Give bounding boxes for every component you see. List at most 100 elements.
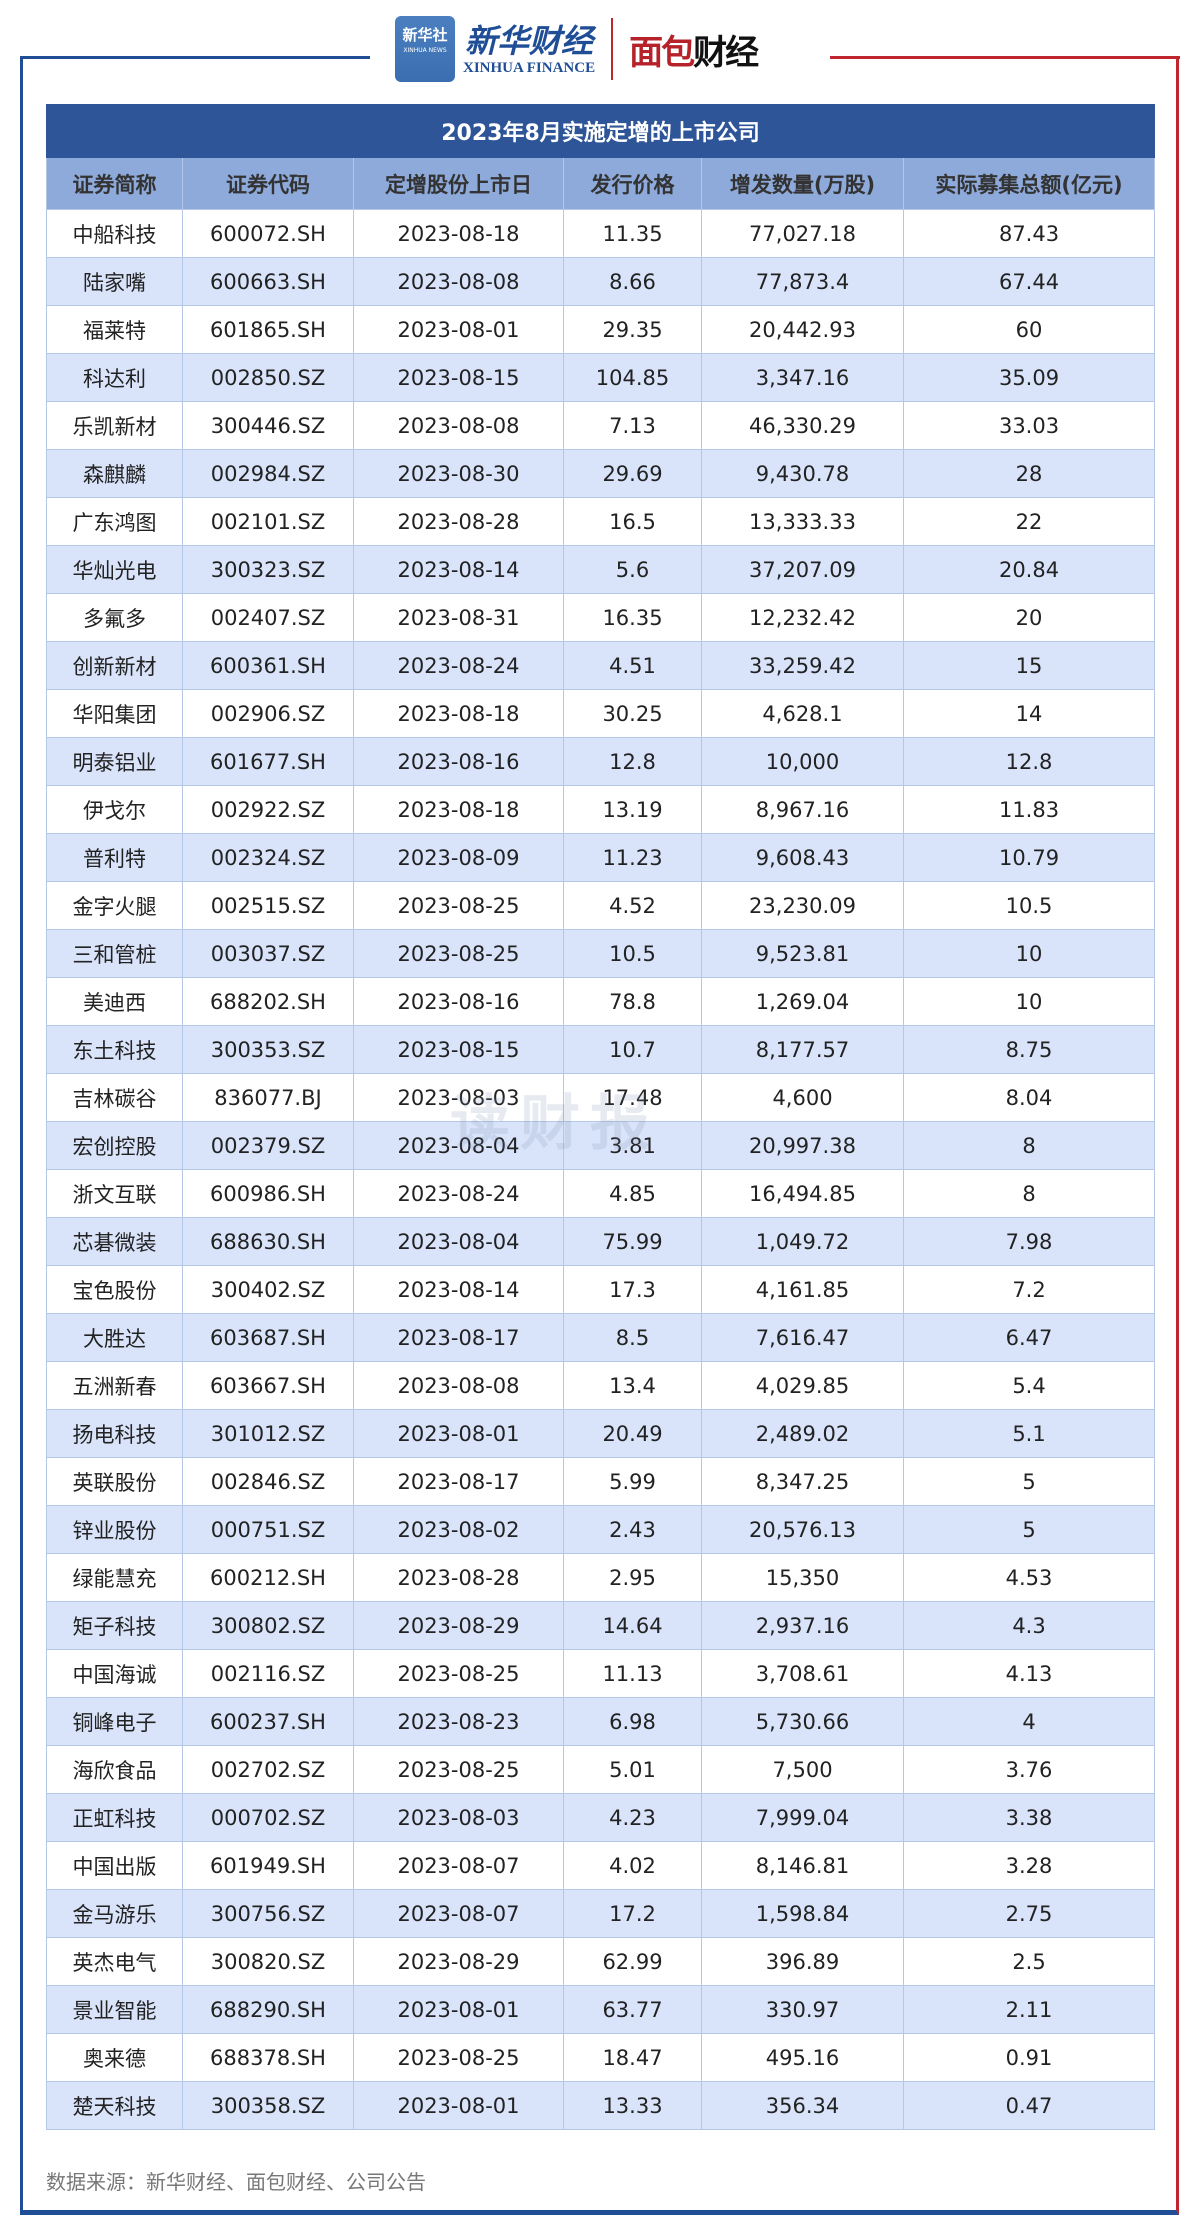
table-cell: 2023-08-14 (353, 1265, 564, 1314)
table-cell: 2023-08-31 (353, 593, 564, 642)
header-line-blue (20, 56, 370, 59)
table-row: 华阳集团 002906.SZ 2023-08-18 30.25 4,628.1 14 (46, 689, 1156, 738)
table-cell: 16.5 (563, 497, 702, 546)
table-cell: 2023-08-08 (353, 1361, 564, 1410)
table-cell: 002850.SZ (182, 353, 354, 402)
table-row: 景业智能 688290.SH 2023-08-01 63.77 330.97 2.11 (46, 1985, 1156, 2034)
table-cell: 300756.SZ (182, 1889, 354, 1938)
table-row: 华灿光电 300323.SZ 2023-08-14 5.6 37,207.09 20.84 (46, 545, 1156, 594)
table-cell: 5 (902, 1457, 1156, 1506)
table-row: 森麒麟 002984.SZ 2023-08-30 29.69 9,430.78 28 (46, 449, 1156, 498)
table-cell: 5.1 (902, 1409, 1156, 1458)
table-cell: 300802.SZ (182, 1601, 354, 1650)
table-cell: 英杰电气 (46, 1937, 183, 1986)
mianbao-logo-b: 财经 (693, 32, 759, 73)
table-cell: 6.98 (563, 1697, 702, 1746)
table-cell: 矩子科技 (46, 1601, 183, 1650)
table-cell: 明泰铝业 (46, 737, 183, 786)
table-cell: 603687.SH (182, 1313, 354, 1362)
table-cell: 63.77 (563, 1985, 702, 2034)
placement-table: 2023年8月实施定增的上市公司 证券简称 证券代码 定增股份上市日 发行价格 增发数量… (45, 104, 1156, 2130)
table-cell: 002906.SZ (182, 689, 354, 738)
table-cell: 2023-08-17 (353, 1457, 564, 1506)
table-cell: 3.76 (902, 1745, 1156, 1794)
table-cell: 10,000 (701, 737, 904, 786)
table-cell: 华灿光电 (46, 545, 183, 594)
table-cell: 13.4 (563, 1361, 702, 1410)
table-cell: 浙文互联 (46, 1169, 183, 1218)
table-cell: 3,347.16 (701, 353, 904, 402)
table-cell: 37,207.09 (701, 545, 904, 594)
table-cell: 楚天科技 (46, 2081, 183, 2130)
table-cell: 23,230.09 (701, 881, 904, 930)
table-cell: 奥来德 (46, 2033, 183, 2082)
table-cell: 35.09 (902, 353, 1156, 402)
table-cell: 2023-08-25 (353, 1649, 564, 1698)
table-cell: 46,330.29 (701, 401, 904, 450)
table-row: 科达利 002850.SZ 2023-08-15 104.85 3,347.16 35.0… (46, 353, 1156, 402)
table-row: 福莱特 601865.SH 2023-08-01 29.35 20,442.93 60 (46, 305, 1156, 354)
table-cell: 8.75 (902, 1025, 1156, 1074)
table-cell: 20 (902, 593, 1156, 642)
table-cell: 科达利 (46, 353, 183, 402)
table-cell: 8,347.25 (701, 1457, 904, 1506)
table-cell: 29.69 (563, 449, 702, 498)
table-cell: 2023-08-03 (353, 1073, 564, 1122)
table-cell: 600361.SH (182, 641, 354, 690)
xinhua-finance-logo: 新华财经 XINHUA FINANCE (463, 22, 595, 77)
table-cell: 11.13 (563, 1649, 702, 1698)
table-cell: 5.6 (563, 545, 702, 594)
column-header: 发行价格 (563, 157, 702, 210)
table-cell: 2023-08-25 (353, 2033, 564, 2082)
table-cell: 8.66 (563, 257, 702, 306)
table-cell: 002101.SZ (182, 497, 354, 546)
table-cell: 4,029.85 (701, 1361, 904, 1410)
table-cell: 2023-08-24 (353, 1169, 564, 1218)
table-row: 铜峰电子 600237.SH 2023-08-23 6.98 5,730.66 4 (46, 1697, 1156, 1746)
table-cell: 7.98 (902, 1217, 1156, 1266)
table-cell: 2023-08-01 (353, 1409, 564, 1458)
table-row: 宝色股份 300402.SZ 2023-08-14 17.3 4,161.85 7.2 (46, 1265, 1156, 1314)
table-cell: 2.43 (563, 1505, 702, 1554)
table-cell: 1,598.84 (701, 1889, 904, 1938)
table-cell: 12.8 (902, 737, 1156, 786)
table-cell: 11.83 (902, 785, 1156, 834)
table-cell: 8.04 (902, 1073, 1156, 1122)
table-cell: 2023-08-29 (353, 1937, 564, 1986)
table-cell: 东土科技 (46, 1025, 183, 1074)
table-row: 宏创控股 002379.SZ 2023-08-04 3.81 20,997.38 8 (46, 1121, 1156, 1170)
table-cell: 5.01 (563, 1745, 702, 1794)
table-row: 多氟多 002407.SZ 2023-08-31 16.35 12,232.42 20 (46, 593, 1156, 642)
table-row: 英杰电气 300820.SZ 2023-08-29 62.99 396.89 2.5 (46, 1937, 1156, 1986)
table-row: 中国出版 601949.SH 2023-08-07 4.02 8,146.81 3.28 (46, 1841, 1156, 1890)
table-cell: 0.91 (902, 2033, 1156, 2082)
table-cell: 8 (902, 1169, 1156, 1218)
table-row: 矩子科技 300802.SZ 2023-08-29 14.64 2,937.16 4.3 (46, 1601, 1156, 1650)
table-cell: 福莱特 (46, 305, 183, 354)
table-cell: 2.11 (902, 1985, 1156, 2034)
table-cell: 4.02 (563, 1841, 702, 1890)
table-cell: 104.85 (563, 353, 702, 402)
table-cell: 495.16 (701, 2033, 904, 2082)
table-cell: 17.3 (563, 1265, 702, 1314)
table-cell: 2023-08-04 (353, 1121, 564, 1170)
table-cell: 8 (902, 1121, 1156, 1170)
table-cell: 300358.SZ (182, 2081, 354, 2130)
table-cell: 2023-08-08 (353, 257, 564, 306)
xinhua-badge-text: 新华社 (402, 26, 448, 44)
column-header: 证券简称 (46, 157, 183, 210)
xinhua-finance-cn: 新华财经 (465, 21, 594, 60)
table-row: 扬电科技 301012.SZ 2023-08-01 20.49 2,489.02 5.1 (46, 1409, 1156, 1458)
table-cell: 29.35 (563, 305, 702, 354)
table-cell: 大胜达 (46, 1313, 183, 1362)
table-cell: 11.23 (563, 833, 702, 882)
table-cell: 2023-08-18 (353, 689, 564, 738)
table-cell: 77,873.4 (701, 257, 904, 306)
table-cell: 华阳集团 (46, 689, 183, 738)
table-cell: 300353.SZ (182, 1025, 354, 1074)
table-cell: 600663.SH (182, 257, 354, 306)
table-cell: 2023-08-15 (353, 353, 564, 402)
table-cell: 绿能慧充 (46, 1553, 183, 1602)
table-cell: 33.03 (902, 401, 1156, 450)
table-row: 芯碁微装 688630.SH 2023-08-04 75.99 1,049.72 7.98 (46, 1217, 1156, 1266)
